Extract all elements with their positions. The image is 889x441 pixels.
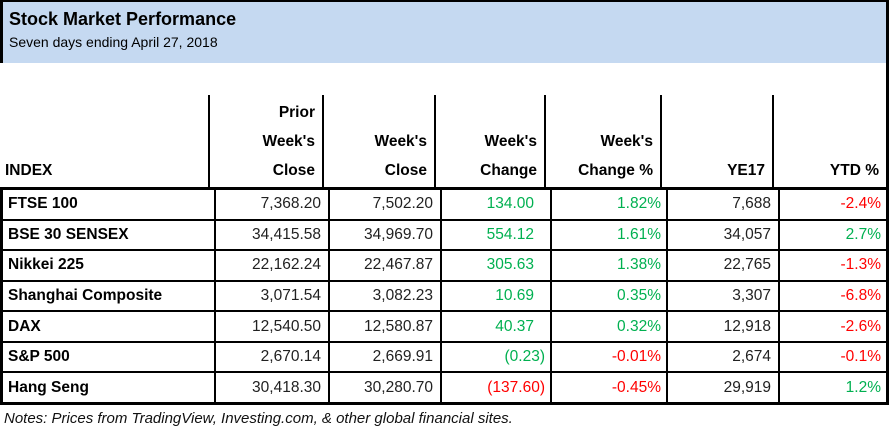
table-body: FTSE 100 7,368.20 7,502.20 134.00 1.82% … <box>0 190 889 405</box>
cell-close: 34,969.70 <box>328 220 440 250</box>
cell-change: (137.60) <box>440 373 550 403</box>
title-band: Stock Market Performance Seven days endi… <box>0 0 889 63</box>
page-title: Stock Market Performance <box>9 9 237 29</box>
table-row-bse-30-sensex: BSE 30 SENSEX 34,415.58 34,969.70 554.12… <box>3 218 886 250</box>
table-row-ftse-100: FTSE 100 7,368.20 7,502.20 134.00 1.82% … <box>3 190 886 219</box>
cell-change: (0.23) <box>440 342 550 372</box>
column-header-index: INDEX <box>5 162 53 179</box>
cell-index-name: FTSE 100 <box>8 195 78 213</box>
table-row-sp-500: S&P 500 2,670.14 2,669.91 (0.23) -0.01% … <box>3 340 886 372</box>
table-row-dax: DAX 12,540.50 12,580.87 40.37 0.32% 12,9… <box>3 310 886 341</box>
cell-change: 10.69 <box>440 281 550 311</box>
cell-close: 22,467.87 <box>328 251 440 280</box>
table-row-nikkei-225: Nikkei 225 22,162.24 22,467.87 305.63 1.… <box>3 249 886 280</box>
cell-change-pct: -0.45% <box>550 373 666 403</box>
cell-change-pct: -0.01% <box>550 342 666 372</box>
cell-close: 2,669.91 <box>328 342 440 372</box>
cell-change-pct: 1.82% <box>550 190 666 219</box>
cell-index-name: BSE 30 SENSEX <box>8 225 129 243</box>
page-subtitle: Seven days ending April 27, 2018 <box>9 34 218 50</box>
cell-prior-close: 30,418.30 <box>214 373 328 403</box>
cell-change-pct: 0.32% <box>550 312 666 341</box>
table-header-row: INDEX Prior Week's Close Week's Close We… <box>0 95 889 190</box>
cell-change: 554.12 <box>440 220 550 250</box>
cell-prior-close: 7,368.20 <box>214 190 328 219</box>
cell-prior-close: 2,670.14 <box>214 342 328 372</box>
cell-ye17: 12,918 <box>666 312 778 341</box>
cell-ytd-pct: -2.4% <box>778 190 886 219</box>
cell-ye17: 34,057 <box>666 220 778 250</box>
cell-prior-close: 22,162.24 <box>214 251 328 280</box>
cell-index-name: Nikkei 225 <box>8 256 84 274</box>
cell-index-name: Shanghai Composite <box>8 287 163 305</box>
footnote: Notes: Prices from TradingView, Investin… <box>4 410 513 427</box>
cell-change: 40.37 <box>440 312 550 341</box>
column-header-change: Week's Change <box>434 95 544 187</box>
cell-change-pct: 0.35% <box>550 281 666 311</box>
cell-prior-close: 34,415.58 <box>214 220 328 250</box>
table-row-shanghai-composite: Shanghai Composite 3,071.54 3,082.23 10.… <box>3 279 886 311</box>
cell-ye17: 22,765 <box>666 251 778 280</box>
cell-index-name: S&P 500 <box>8 348 70 366</box>
cell-change-pct: 1.61% <box>550 220 666 250</box>
cell-ytd-pct: -6.8% <box>778 281 886 311</box>
cell-prior-close: 12,540.50 <box>214 312 328 341</box>
cell-close: 7,502.20 <box>328 190 440 219</box>
cell-ytd-pct: 1.2% <box>778 373 886 403</box>
table-outer-right-border <box>886 63 889 95</box>
column-header-close: Week's Close <box>322 95 434 187</box>
table-row-hang-seng: Hang Seng 30,418.30 30,280.70 (137.60) -… <box>3 371 886 403</box>
cell-ye17: 3,307 <box>666 281 778 311</box>
cell-change: 305.63 <box>440 251 550 280</box>
cell-change: 134.00 <box>440 190 550 219</box>
cell-ye17: 7,688 <box>666 190 778 219</box>
cell-ytd-pct: -0.1% <box>778 342 886 372</box>
cell-ytd-pct: -2.6% <box>778 312 886 341</box>
cell-ye17: 29,919 <box>666 373 778 403</box>
column-header-prior-close: Prior Week's Close <box>208 95 322 187</box>
cell-ytd-pct: -1.3% <box>778 251 886 280</box>
cell-change-pct: 1.38% <box>550 251 666 280</box>
cell-ytd-pct: 2.7% <box>778 220 886 250</box>
column-header-change-pct: Week's Change % <box>544 95 660 187</box>
column-header-ytd-pct: YTD % <box>772 95 886 187</box>
cell-index-name: DAX <box>8 317 41 335</box>
cell-close: 3,082.23 <box>328 281 440 311</box>
cell-index-name: Hang Seng <box>8 378 89 396</box>
cell-prior-close: 3,071.54 <box>214 281 328 311</box>
cell-ye17: 2,674 <box>666 342 778 372</box>
cell-close: 30,280.70 <box>328 373 440 403</box>
cell-close: 12,580.87 <box>328 312 440 341</box>
column-header-ye17: YE17 <box>660 95 772 187</box>
